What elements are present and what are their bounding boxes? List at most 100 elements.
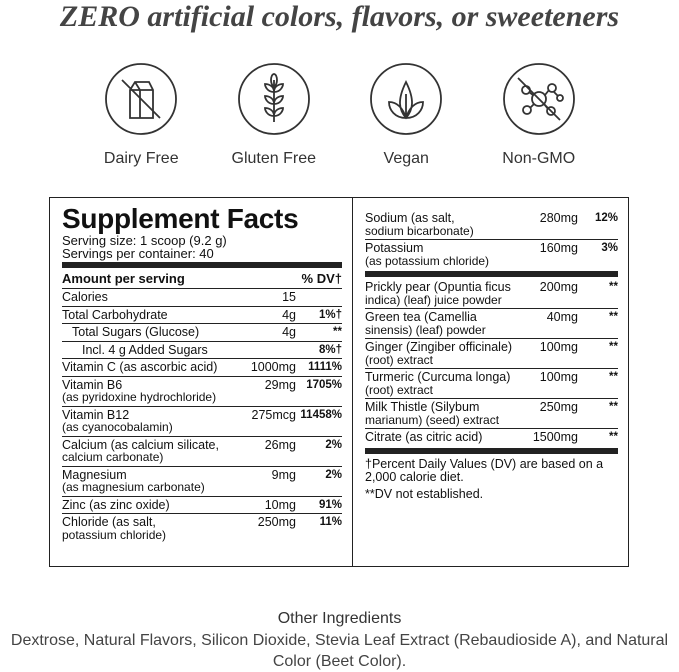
amount: 200mg — [539, 280, 578, 294]
name-line: (as pyridoxine hydrochloride) — [62, 390, 217, 404]
name-line: (as potassium chloride) — [365, 253, 490, 268]
name-line: Calcium (as calcium silicate, — [62, 437, 219, 452]
fact-row: Chloride (as salt, potassium chloride) 250… — [62, 513, 342, 543]
name-line: Total Sugars (Glucose) — [72, 325, 200, 339]
amount: 280mg — [539, 211, 578, 225]
name-line: Vitamin B12 — [62, 407, 130, 422]
amount: 10mg — [264, 497, 296, 512]
daily-value: 2% — [325, 438, 342, 451]
daily-value: ** — [609, 311, 618, 323]
daily-value: 12% — [594, 212, 618, 224]
rule — [62, 262, 342, 268]
name-line: (as magnesium carbonate) — [62, 480, 205, 494]
daily-value: 8%† — [318, 343, 342, 356]
fact-row: Incl. 4 g Added Sugars 8%† — [62, 340, 342, 359]
daily-value: ** — [609, 431, 618, 443]
name-line: marianum) (seed) extract — [365, 412, 500, 427]
daily-value: ** — [609, 401, 618, 413]
nutrient-name: Vitamin C (as ascorbic acid) — [62, 361, 234, 374]
fact-row: Citrate (as citric acid) 1500mg ** — [365, 428, 618, 446]
name-line: Sodium (as salt, — [365, 211, 455, 225]
rule — [365, 271, 618, 277]
nutrient-name: Chloride (as salt, potassium chloride) — [62, 516, 234, 541]
nutrient-name: Total Sugars (Glucose) — [62, 326, 234, 339]
amount: 1000mg — [250, 360, 296, 374]
nutrient-name: Vitamin B6 (as pyridoxine hydrochloride) — [62, 377, 234, 404]
nutrient-name: Turmeric (Curcuma longa) (root) extract — [365, 371, 522, 396]
amount: 250mg — [257, 515, 296, 529]
name-line: Magnesium — [62, 467, 127, 482]
daily-value: 1111% — [308, 361, 342, 373]
fact-row: Sodium (as salt, sodium bicarbonate) 280mg… — [365, 210, 618, 239]
daily-value: 3% — [601, 242, 618, 254]
amount: 26mg — [264, 437, 296, 452]
row-group: Prickly pear (Opuntia ficus indica) (leaf… — [365, 279, 618, 446]
name-line: Green tea (Camellia — [365, 310, 477, 324]
vegan-icon — [370, 63, 443, 135]
header-dv: % DV† — [301, 271, 342, 286]
badge-label: Gluten Free — [231, 150, 316, 167]
fact-row: Calories 15 — [62, 289, 342, 306]
header-amount: Amount per serving — [62, 271, 185, 286]
name-line: Citrate (as citric acid) — [365, 430, 483, 444]
fact-row: Turmeric (Curcuma longa) (root) extract 10… — [365, 368, 618, 398]
badges: Dairy Free Gluten Free Vegan Non-GMO — [75, 62, 605, 168]
gmo-icon — [502, 63, 575, 135]
nutrient-name: Magnesium (as magnesium carbonate) — [62, 467, 234, 494]
facts-header: Amount per serving % DV† — [62, 270, 342, 289]
headline: ZERO artificial colors, flavors, or swee… — [59, 0, 620, 33]
daily-value: 2% — [325, 468, 342, 481]
name-line: Zinc (as zinc oxide) — [62, 497, 170, 512]
nutrient-name: Calories — [62, 291, 234, 304]
amount: 4g — [282, 325, 296, 339]
fact-row: Total Sugars (Glucose) 4g ** — [62, 323, 342, 341]
nutrient-name: Citrate (as citric acid) — [365, 431, 522, 444]
other-ingredients-text: Dextrose, Natural Flavors, Silicon Dioxi… — [10, 632, 669, 670]
name-line: Ginger (Zingiber officinale) — [365, 340, 513, 354]
fact-row: Prickly pear (Opuntia ficus indica) (leaf… — [365, 279, 618, 308]
fact-row: Vitamin B12 (as cyanocobalamin) 275mcg 1145… — [62, 405, 342, 436]
nutrient-name: Milk Thistle (Silybum marianum) (seed) ex… — [365, 401, 522, 426]
nutrient-name: Green tea (Camellia sinensis) (leaf) powd… — [365, 311, 522, 336]
name-line: Turmeric (Curcuma longa) — [365, 370, 511, 384]
name-line: (as cyanocobalamin) — [62, 420, 173, 434]
name-line: Vitamin C (as ascorbic acid) — [62, 360, 218, 374]
daily-value: ** — [609, 341, 618, 353]
name-line: Prickly pear (Opuntia ficus — [365, 280, 511, 294]
gluten-icon — [237, 63, 310, 135]
name-line: Incl. 4 g Added Sugars — [82, 342, 208, 357]
rows: Calories 15 Total Carbohydrate 4g 1%† Total S… — [62, 289, 342, 543]
nutrient-name: Potassium (as potassium chloride) — [365, 242, 522, 267]
name-line: Potassium — [365, 241, 424, 255]
serving-size: Serving size: 1 scoop (9.2 g) — [62, 233, 227, 248]
amount: 100mg — [539, 370, 578, 384]
daily-value: 11% — [319, 516, 342, 528]
badge-label: Dairy Free — [103, 150, 179, 167]
badge-label: Non-GMO — [502, 150, 576, 167]
footnote: †Percent Daily Values (DV) are based on … — [365, 456, 604, 484]
amount: 1500mg — [532, 430, 578, 444]
servings: Servings per container: 40 — [62, 246, 214, 261]
fact-row: Total Carbohydrate 4g 1%† — [62, 305, 342, 324]
amount: 160mg — [539, 241, 578, 255]
fact-row: Potassium (as potassium chloride) 160mg 3% — [365, 239, 618, 269]
amount: 4g — [282, 307, 296, 322]
daily-value: 91% — [318, 498, 342, 511]
facts-right: Sodium (as salt, sodium bicarbonate) 280mg… — [353, 198, 628, 566]
nutrient-name: Vitamin B12 (as cyanocobalamin) — [62, 407, 234, 434]
fact-row: Zinc (as zinc oxide) 10mg 91% — [62, 495, 342, 514]
name-line: sodium bicarbonate) — [365, 223, 474, 238]
dairy-icon — [105, 63, 178, 135]
badge: Vegan — [340, 62, 473, 168]
name-line: Milk Thistle (Silybum — [365, 400, 480, 414]
row-group: Sodium (as salt, sodium bicarbonate) 280mg… — [365, 210, 618, 269]
other-ingredients-title: Other Ingredients — [277, 610, 402, 627]
amount: 9mg — [271, 467, 296, 482]
daily-value: 1705% — [306, 378, 342, 391]
daily-value: ** — [609, 371, 618, 383]
facts-left: Supplement Facts Serving size: 1 scoop (… — [50, 198, 353, 566]
amount: 40mg — [546, 310, 578, 324]
amount: 250mg — [539, 400, 578, 414]
name-line: Vitamin B6 — [62, 377, 123, 392]
